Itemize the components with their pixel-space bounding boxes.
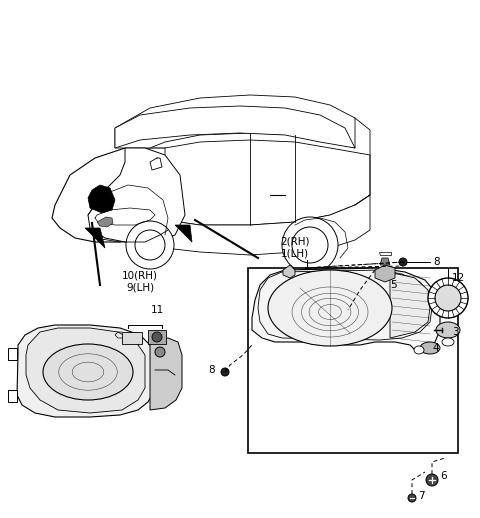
Bar [148, 330, 166, 344]
Polygon shape [165, 140, 370, 225]
Text: 5: 5 [390, 280, 396, 290]
Circle shape [435, 285, 461, 311]
Text: 3: 3 [452, 327, 458, 337]
Circle shape [292, 227, 328, 263]
Circle shape [126, 221, 174, 269]
Polygon shape [8, 348, 17, 360]
Polygon shape [283, 265, 295, 278]
Polygon shape [17, 325, 155, 417]
Text: 6: 6 [440, 471, 446, 481]
Polygon shape [379, 252, 391, 255]
Circle shape [152, 332, 162, 342]
Polygon shape [390, 272, 430, 338]
Polygon shape [380, 258, 390, 265]
Text: 2(RH)
1(LH): 2(RH) 1(LH) [280, 236, 310, 258]
Polygon shape [97, 217, 113, 227]
Text: 7: 7 [418, 491, 425, 501]
Ellipse shape [43, 344, 133, 400]
Ellipse shape [442, 338, 454, 346]
Circle shape [155, 347, 165, 357]
Text: 8: 8 [208, 365, 215, 375]
Circle shape [428, 278, 468, 318]
Bar [122, 332, 142, 344]
Text: 12: 12 [452, 273, 465, 283]
Polygon shape [52, 148, 235, 242]
Circle shape [135, 230, 165, 260]
Ellipse shape [436, 322, 460, 338]
Ellipse shape [420, 342, 440, 354]
Text: 4: 4 [432, 343, 439, 353]
Polygon shape [165, 195, 370, 255]
Polygon shape [88, 148, 185, 242]
Circle shape [408, 494, 416, 502]
Polygon shape [88, 185, 115, 213]
Circle shape [399, 258, 407, 266]
Polygon shape [258, 270, 432, 340]
Ellipse shape [414, 346, 424, 354]
Polygon shape [8, 390, 17, 402]
Circle shape [282, 217, 338, 273]
Polygon shape [115, 95, 355, 148]
Polygon shape [375, 265, 395, 282]
Text: 10(RH)
9(LH): 10(RH) 9(LH) [122, 270, 158, 292]
Polygon shape [115, 106, 355, 148]
Polygon shape [150, 338, 182, 410]
Polygon shape [175, 225, 192, 242]
Text: 11: 11 [150, 305, 164, 315]
Polygon shape [252, 268, 440, 350]
Ellipse shape [268, 270, 392, 346]
Bar [248, 268, 458, 453]
Circle shape [221, 368, 229, 376]
Circle shape [426, 474, 438, 486]
Text: 8: 8 [433, 257, 440, 267]
Polygon shape [26, 328, 145, 413]
Polygon shape [85, 228, 105, 248]
